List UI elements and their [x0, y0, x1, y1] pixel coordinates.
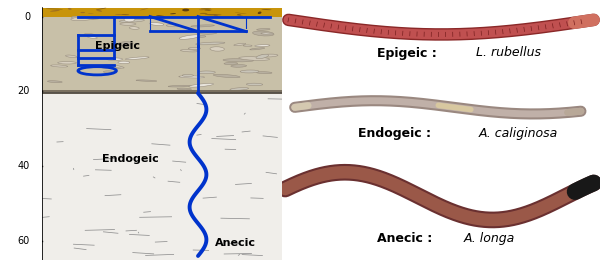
Ellipse shape — [257, 28, 270, 30]
FancyBboxPatch shape — [42, 16, 282, 91]
Ellipse shape — [250, 48, 265, 50]
Ellipse shape — [210, 47, 224, 51]
Ellipse shape — [200, 8, 211, 9]
Ellipse shape — [224, 62, 238, 65]
Ellipse shape — [256, 54, 269, 59]
Ellipse shape — [239, 57, 269, 60]
Text: 0: 0 — [24, 11, 30, 21]
Text: 60: 60 — [18, 236, 30, 246]
Ellipse shape — [179, 35, 200, 39]
Ellipse shape — [103, 71, 114, 73]
Ellipse shape — [65, 55, 77, 58]
Ellipse shape — [50, 65, 68, 67]
Ellipse shape — [255, 45, 270, 47]
Ellipse shape — [260, 54, 278, 57]
Ellipse shape — [107, 58, 122, 60]
Ellipse shape — [181, 50, 198, 52]
Ellipse shape — [71, 17, 96, 21]
Ellipse shape — [156, 15, 165, 16]
Ellipse shape — [71, 16, 92, 19]
Ellipse shape — [136, 80, 157, 81]
Ellipse shape — [129, 27, 139, 29]
Ellipse shape — [208, 10, 212, 11]
Text: A. longa: A. longa — [463, 232, 515, 245]
FancyBboxPatch shape — [42, 94, 282, 260]
Text: Epigeic :: Epigeic : — [377, 46, 442, 60]
Ellipse shape — [140, 8, 148, 10]
Text: Endogeic: Endogeic — [102, 154, 159, 164]
Ellipse shape — [118, 61, 130, 64]
Ellipse shape — [189, 83, 214, 87]
Ellipse shape — [118, 42, 133, 46]
Ellipse shape — [68, 8, 71, 10]
Ellipse shape — [77, 18, 99, 19]
Ellipse shape — [170, 13, 176, 14]
Ellipse shape — [200, 13, 208, 14]
Ellipse shape — [205, 14, 221, 15]
Text: 40: 40 — [18, 161, 30, 171]
Ellipse shape — [191, 35, 206, 38]
Ellipse shape — [234, 43, 246, 46]
Ellipse shape — [214, 14, 218, 17]
Ellipse shape — [191, 25, 214, 27]
Ellipse shape — [104, 64, 124, 68]
Ellipse shape — [58, 61, 76, 64]
Ellipse shape — [256, 72, 272, 74]
Ellipse shape — [96, 9, 102, 12]
Text: Anecic :: Anecic : — [377, 232, 437, 245]
Ellipse shape — [223, 59, 254, 62]
Ellipse shape — [230, 88, 248, 90]
Ellipse shape — [88, 36, 97, 38]
Ellipse shape — [168, 85, 192, 87]
Text: Anecic: Anecic — [215, 238, 256, 249]
Ellipse shape — [261, 33, 274, 34]
FancyBboxPatch shape — [42, 8, 282, 16]
Ellipse shape — [84, 33, 95, 37]
Ellipse shape — [231, 65, 247, 67]
Ellipse shape — [166, 25, 179, 27]
FancyBboxPatch shape — [42, 90, 282, 94]
Text: Endogeic :: Endogeic : — [358, 127, 436, 140]
Ellipse shape — [253, 31, 274, 36]
Ellipse shape — [197, 71, 215, 74]
Text: L. rubellus: L. rubellus — [476, 46, 541, 60]
Ellipse shape — [177, 88, 191, 90]
Ellipse shape — [121, 14, 130, 15]
Ellipse shape — [47, 81, 62, 83]
Ellipse shape — [235, 12, 247, 14]
Ellipse shape — [199, 9, 205, 10]
Ellipse shape — [50, 10, 60, 12]
Ellipse shape — [237, 14, 241, 15]
Ellipse shape — [125, 57, 149, 60]
Ellipse shape — [179, 76, 205, 78]
Ellipse shape — [243, 45, 252, 46]
Text: A. caliginosa: A. caliginosa — [479, 127, 559, 140]
Ellipse shape — [149, 23, 164, 25]
Ellipse shape — [188, 47, 200, 49]
Ellipse shape — [240, 70, 259, 73]
Ellipse shape — [119, 19, 145, 22]
Text: Epigeic: Epigeic — [95, 41, 140, 51]
Ellipse shape — [101, 66, 122, 68]
Ellipse shape — [115, 14, 123, 15]
Ellipse shape — [182, 9, 189, 11]
Ellipse shape — [258, 11, 262, 14]
Ellipse shape — [96, 8, 106, 10]
Ellipse shape — [213, 74, 240, 78]
Ellipse shape — [80, 12, 85, 13]
Ellipse shape — [124, 17, 135, 22]
Ellipse shape — [247, 83, 263, 86]
Text: 20: 20 — [17, 86, 30, 96]
Ellipse shape — [196, 30, 217, 34]
Ellipse shape — [196, 42, 225, 45]
Ellipse shape — [262, 9, 272, 10]
Ellipse shape — [182, 74, 194, 77]
Ellipse shape — [120, 23, 136, 25]
Ellipse shape — [236, 15, 243, 16]
